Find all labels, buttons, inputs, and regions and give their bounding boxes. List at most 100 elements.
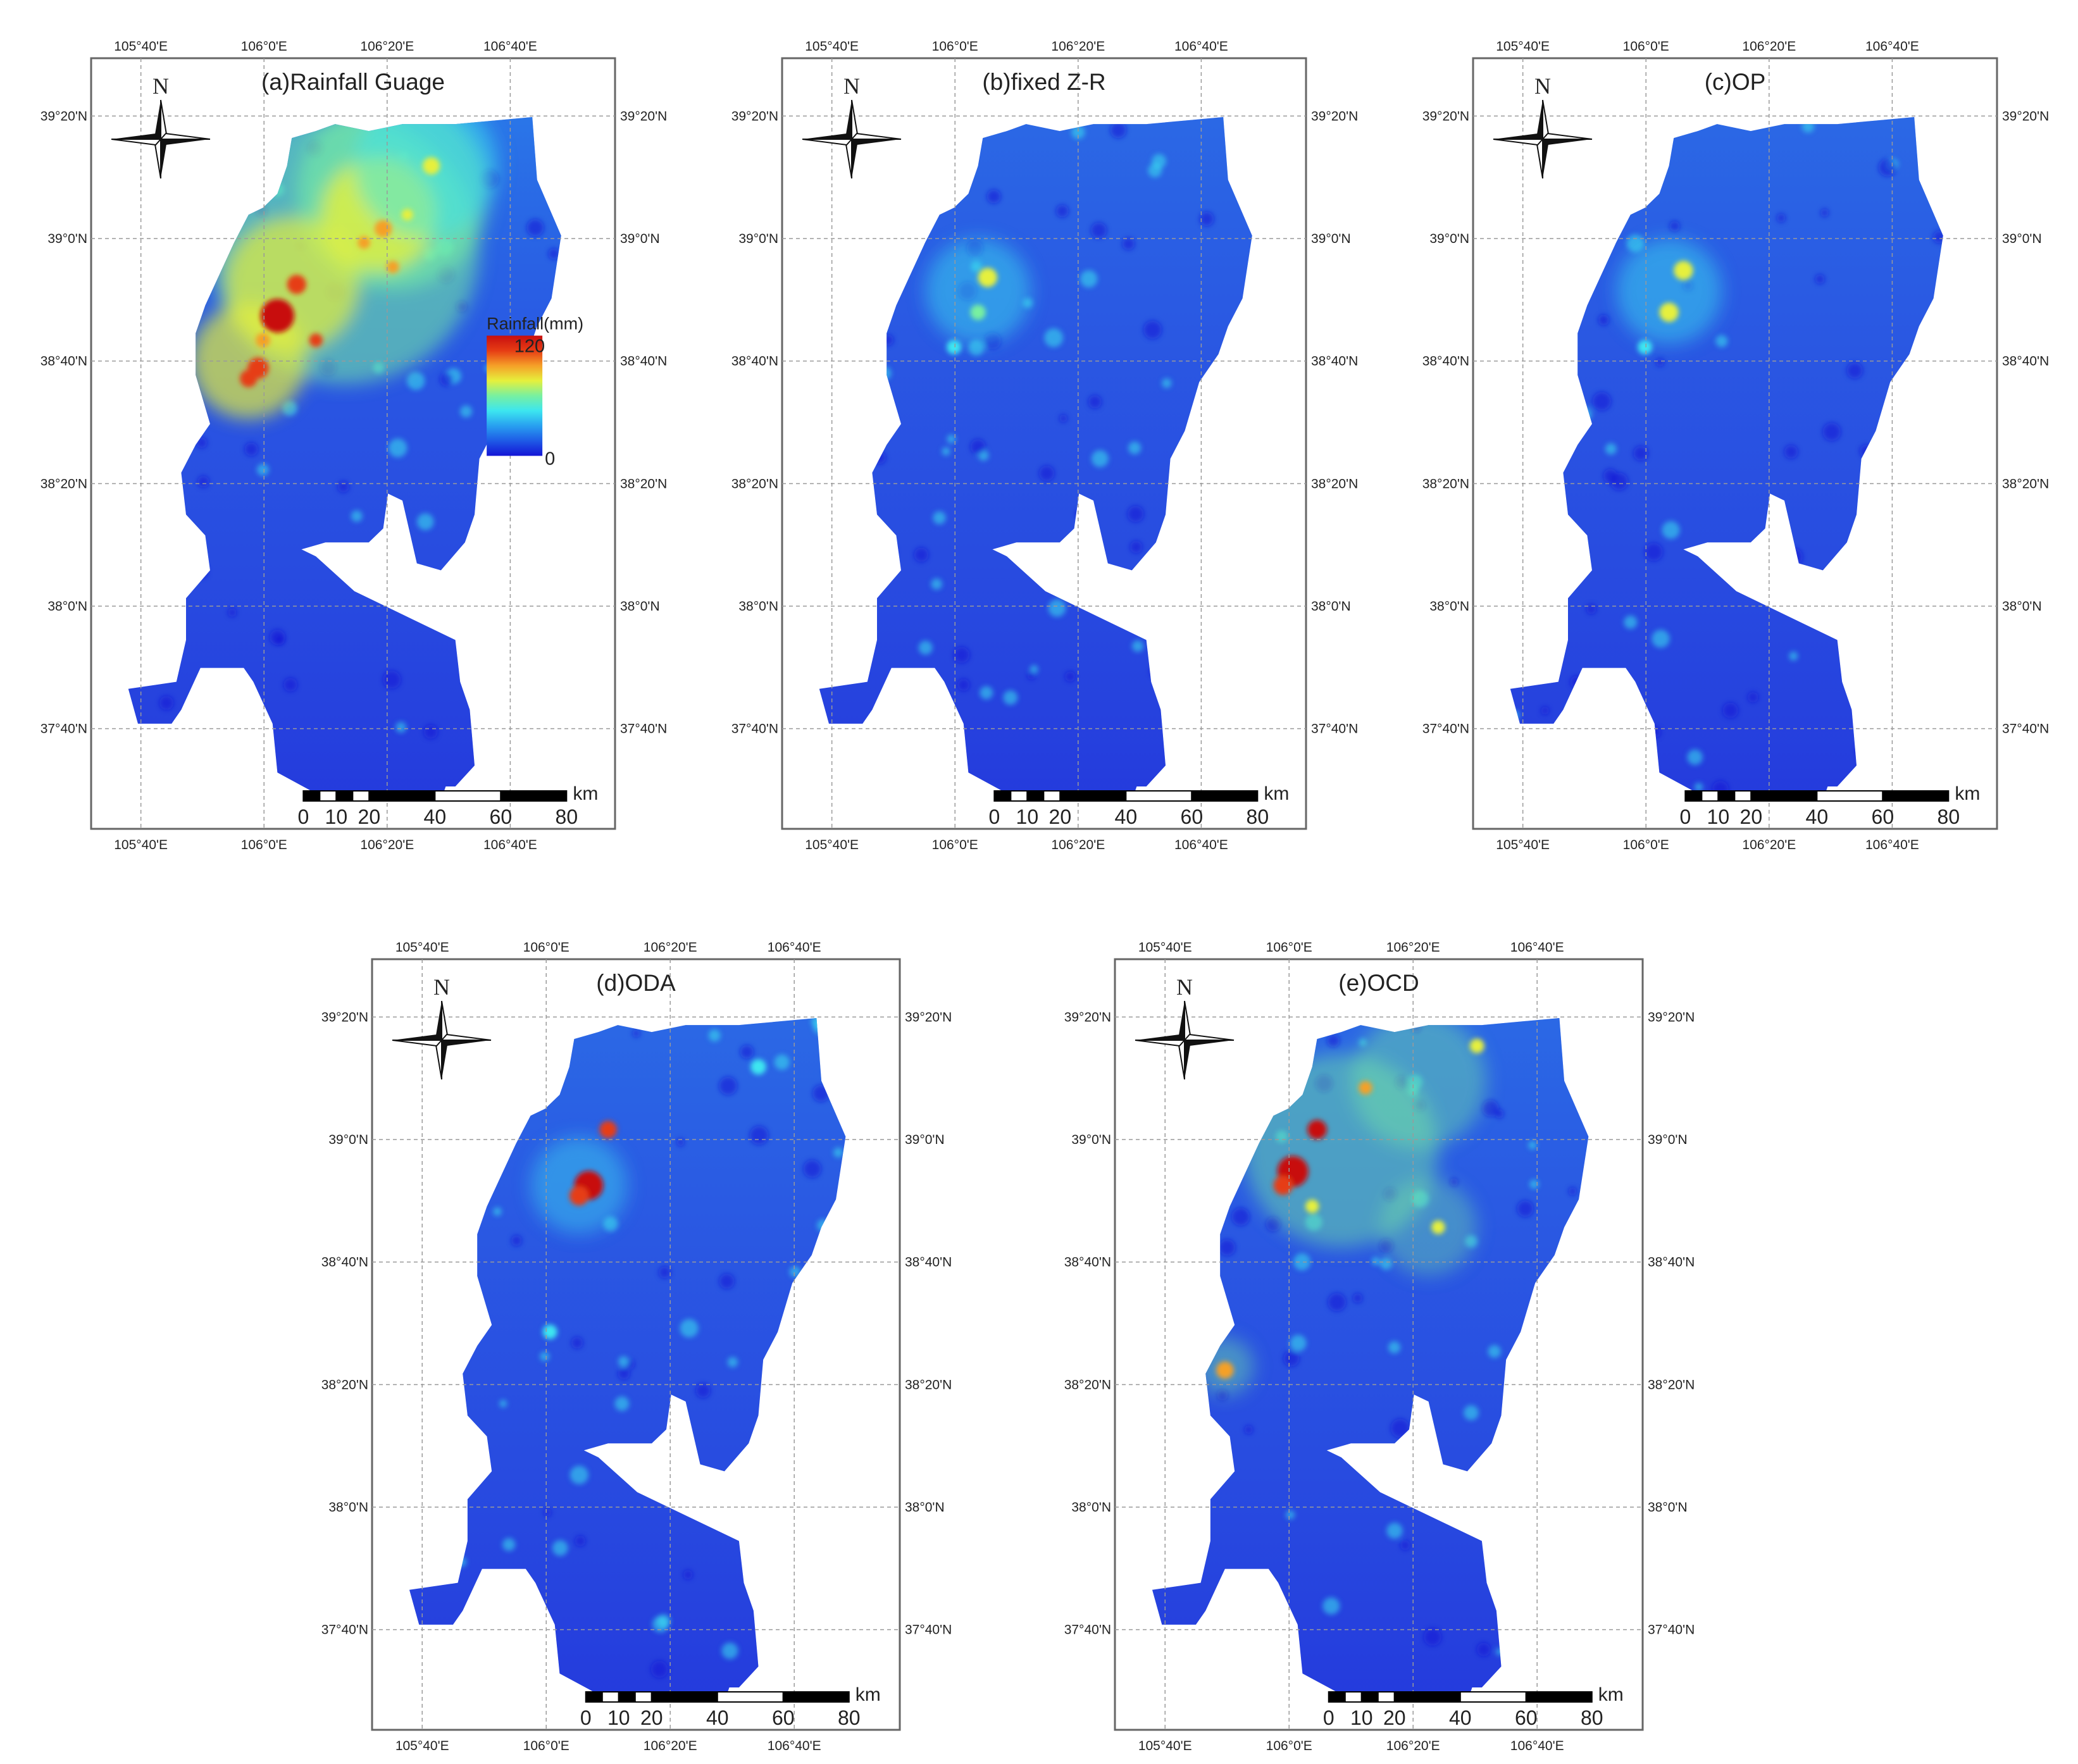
anomaly-spots bbox=[1638, 261, 1693, 355]
latitude-label-left: 38°20'N bbox=[731, 476, 778, 491]
latitude-label-right: 39°0'N bbox=[1648, 1133, 1688, 1147]
graticule bbox=[372, 959, 900, 1730]
longitude-label-bottom: 105°40'E bbox=[805, 838, 859, 852]
scale-segment bbox=[1026, 790, 1045, 802]
scale-segment bbox=[1701, 790, 1719, 802]
legend-min-label: 0 bbox=[545, 449, 555, 469]
latitude-label-right: 39°0'N bbox=[2002, 232, 2042, 246]
anomaly-spots bbox=[947, 268, 998, 355]
latitude-label-left: 39°0'N bbox=[47, 232, 87, 246]
map-panel-a: 105°40'E 105°40'E 106°0'E 106°0'E 106°20'E 10… bbox=[40, 39, 668, 852]
anomaly-glow bbox=[190, 117, 499, 419]
longitude-label-top: 106°20'E bbox=[644, 940, 697, 955]
anomaly-glow bbox=[1616, 238, 1722, 345]
latitude-label-right: 38°40'N bbox=[1648, 1255, 1695, 1270]
scale-tick-label: 40 bbox=[1806, 805, 1829, 828]
latitude-label-left: 38°0'N bbox=[1429, 599, 1469, 614]
latitude-label-left: 39°20'N bbox=[1064, 1010, 1111, 1024]
latitude-label-right: 38°20'N bbox=[620, 476, 667, 491]
scale-segment bbox=[500, 790, 568, 802]
legend-color-ramp bbox=[487, 335, 543, 456]
graticule bbox=[1473, 58, 1997, 829]
north-arrow-icon: N bbox=[1135, 974, 1235, 1080]
scale-segment bbox=[1328, 1691, 1346, 1703]
latitude-label-right: 38°40'N bbox=[2002, 354, 2049, 369]
latitude-label-right: 39°0'N bbox=[1311, 232, 1351, 246]
latitude-label-right: 37°40'N bbox=[2002, 722, 2049, 736]
scale-tick-label: 40 bbox=[1115, 805, 1138, 828]
map-panels: 105°40'E 105°40'E 106°0'E 106°0'E 106°20'E 10… bbox=[40, 39, 2050, 1753]
panel-title: (a)Rainfall Guage bbox=[261, 69, 445, 95]
north-label: N bbox=[1176, 974, 1193, 1000]
longitude-label-bottom: 106°40'E bbox=[1865, 838, 1919, 852]
latitude-label-left: 39°0'N bbox=[1071, 1133, 1111, 1147]
longitude-label-bottom: 106°20'E bbox=[360, 838, 414, 852]
latitude-label-right: 38°0'N bbox=[620, 599, 660, 614]
latitude-label-right: 37°40'N bbox=[1311, 722, 1358, 736]
latitude-label-left: 37°40'N bbox=[40, 722, 87, 736]
longitude-label-bottom: 105°40'E bbox=[395, 1739, 449, 1753]
scale-segment bbox=[601, 1691, 619, 1703]
scale-unit: km bbox=[1264, 783, 1289, 804]
longitude-label-top: 105°40'E bbox=[1496, 39, 1550, 54]
latitude-label-left: 38°20'N bbox=[40, 476, 87, 491]
scale-tick-label: 60 bbox=[490, 805, 513, 828]
scale-tick-label: 80 bbox=[556, 805, 578, 828]
latitude-label-left: 38°20'N bbox=[1064, 1377, 1111, 1392]
graticule bbox=[91, 58, 615, 829]
latitude-label-left: 39°20'N bbox=[731, 109, 778, 123]
longitude-label-bottom: 106°40'E bbox=[483, 838, 537, 852]
latitude-label-left: 38°40'N bbox=[731, 354, 778, 369]
scale-tick-label: 0 bbox=[580, 1706, 592, 1729]
panel-title: (b)fixed Z-R bbox=[982, 69, 1105, 95]
scale-tick-label: 20 bbox=[1049, 805, 1072, 828]
longitude-label-bottom: 106°0'E bbox=[932, 838, 978, 852]
scale-tick-label: 80 bbox=[1247, 805, 1269, 828]
scale-tick-label: 0 bbox=[1323, 1706, 1335, 1729]
scale-segment bbox=[335, 790, 354, 802]
longitude-label-top: 106°40'E bbox=[768, 940, 821, 955]
scale-segment bbox=[352, 790, 370, 802]
scale-tick-label: 60 bbox=[1515, 1706, 1538, 1729]
scale-tick-label: 80 bbox=[1938, 805, 1960, 828]
scale-tick-label: 10 bbox=[607, 1706, 630, 1729]
scale-segment bbox=[1010, 790, 1028, 802]
scale-tick-label: 60 bbox=[772, 1706, 795, 1729]
latitude-label-right: 37°40'N bbox=[1648, 1623, 1695, 1637]
north-label: N bbox=[152, 73, 169, 99]
graticule bbox=[782, 58, 1306, 829]
latitude-label-right: 39°20'N bbox=[2002, 109, 2049, 123]
panel-title: (c)OP bbox=[1705, 69, 1766, 95]
longitude-label-bottom: 106°20'E bbox=[1742, 838, 1796, 852]
longitude-label-top: 105°40'E bbox=[805, 39, 859, 54]
map-panel-e: 105°40'E 105°40'E 106°0'E 106°0'E 106°20'E 10… bbox=[1064, 940, 1695, 1753]
scale-tick-label: 80 bbox=[838, 1706, 861, 1729]
latitude-label-right: 38°20'N bbox=[1311, 476, 1358, 491]
longitude-label-top: 106°0'E bbox=[932, 39, 978, 54]
longitude-label-top: 106°40'E bbox=[1865, 39, 1919, 54]
latitude-label-left: 39°0'N bbox=[738, 232, 778, 246]
scale-tick-label: 60 bbox=[1181, 805, 1204, 828]
scale-segment bbox=[1191, 790, 1259, 802]
scale-tick-label: 20 bbox=[640, 1706, 663, 1729]
scale-segment bbox=[782, 1691, 850, 1703]
latitude-label-right: 39°0'N bbox=[905, 1133, 945, 1147]
longitude-label-top: 105°40'E bbox=[395, 940, 449, 955]
longitude-label-top: 106°20'E bbox=[1742, 39, 1796, 54]
latitude-label-right: 38°40'N bbox=[620, 354, 667, 369]
scale-unit: km bbox=[855, 1684, 881, 1705]
scale-segment bbox=[585, 1691, 603, 1703]
scale-segment bbox=[1684, 790, 1703, 802]
scale-segment bbox=[1525, 1691, 1593, 1703]
north-label: N bbox=[1534, 73, 1551, 99]
scale-unit: km bbox=[1598, 1684, 1624, 1705]
latitude-label-left: 38°20'N bbox=[1422, 476, 1469, 491]
scale-segment bbox=[1043, 790, 1061, 802]
longitude-label-top: 106°40'E bbox=[1510, 940, 1564, 955]
latitude-label-left: 38°0'N bbox=[328, 1500, 368, 1515]
scale-tick-label: 10 bbox=[1707, 805, 1730, 828]
longitude-label-bottom: 106°0'E bbox=[1623, 838, 1669, 852]
